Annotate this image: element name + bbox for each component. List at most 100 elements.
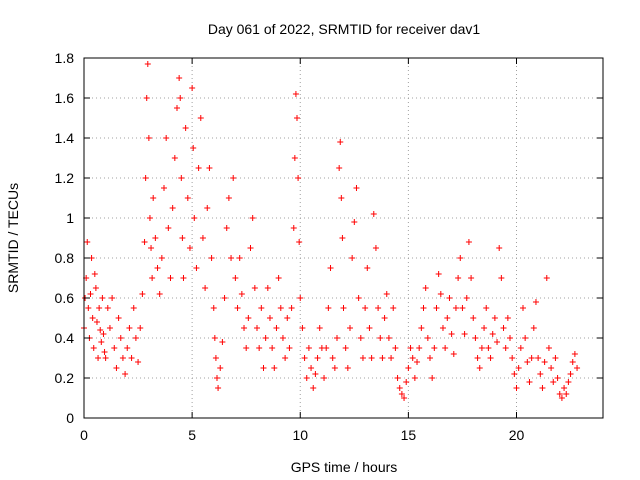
data-point (266, 315, 273, 321)
data-point (362, 305, 369, 311)
data-point (353, 185, 360, 191)
data-point (202, 285, 209, 291)
data-point (339, 235, 346, 241)
data-point (444, 315, 451, 321)
data-point (377, 335, 384, 341)
data-point (535, 355, 542, 361)
data-point (210, 305, 217, 311)
data-point (448, 331, 455, 337)
data-point (407, 345, 414, 351)
data-point (394, 375, 401, 381)
y-tick-label: 1.6 (55, 90, 75, 106)
data-point (117, 335, 124, 341)
y-tick-label: 0.6 (55, 290, 75, 306)
data-point (571, 351, 578, 357)
data-point (93, 319, 100, 325)
data-point (102, 355, 109, 361)
data-point (502, 345, 509, 351)
data-point (528, 355, 535, 361)
data-point (344, 365, 351, 371)
data-point (212, 355, 219, 361)
data-point (403, 379, 410, 385)
data-point (211, 335, 218, 341)
data-point (186, 245, 193, 251)
y-tick-label: 0.2 (55, 370, 75, 386)
data-point (370, 211, 377, 217)
data-point (314, 355, 321, 361)
data-point (401, 395, 408, 401)
data-point (364, 265, 371, 271)
data-point (554, 375, 561, 381)
data-point (282, 355, 289, 361)
data-point (144, 61, 151, 67)
data-point (97, 327, 104, 333)
data-point (161, 185, 168, 191)
data-point (476, 365, 483, 371)
data-point (152, 235, 159, 241)
data-point (524, 359, 531, 365)
data-point (537, 371, 544, 377)
data-point (338, 195, 345, 201)
data-point (128, 355, 135, 361)
data-point (219, 339, 226, 345)
data-point (489, 331, 496, 337)
data-point (251, 285, 258, 291)
data-point (132, 335, 139, 341)
data-point (457, 255, 464, 261)
data-point (396, 385, 403, 391)
data-point (178, 175, 185, 181)
data-point (115, 315, 122, 321)
data-point (513, 385, 520, 391)
data-point (450, 351, 457, 357)
data-point (180, 275, 187, 281)
data-point (284, 315, 291, 321)
data-point (142, 175, 149, 181)
data-point (271, 365, 278, 371)
data-point (500, 325, 507, 331)
data-point (310, 385, 317, 391)
data-point (256, 345, 263, 351)
data-point (541, 359, 548, 365)
data-point (232, 275, 239, 281)
data-point (349, 255, 356, 261)
x-tick-label: 15 (401, 427, 417, 443)
x-axis-label: GPS time / hours (291, 459, 398, 475)
data-point (545, 345, 552, 351)
data-point (238, 291, 245, 297)
data-point (299, 325, 306, 331)
data-point (398, 391, 405, 397)
data-point (223, 225, 230, 231)
data-point (245, 315, 252, 321)
data-point (487, 355, 494, 361)
data-point (446, 295, 453, 301)
data-point (390, 305, 397, 311)
data-point (511, 371, 518, 377)
data-point (122, 371, 129, 377)
data-point (375, 305, 382, 311)
data-point (113, 365, 120, 371)
data-point (111, 345, 118, 351)
data-point (355, 295, 362, 301)
data-point (509, 355, 516, 361)
data-point (98, 339, 105, 345)
data-point (496, 245, 503, 251)
data-point (277, 305, 284, 311)
data-point (468, 275, 475, 281)
x-tick-label: 10 (292, 427, 308, 443)
data-point (305, 345, 312, 351)
data-point (145, 135, 152, 141)
data-point (290, 225, 297, 231)
y-tick-label: 1.8 (55, 50, 75, 66)
data-point (264, 285, 271, 291)
data-point (260, 365, 267, 371)
data-point (504, 315, 511, 321)
data-point (481, 325, 488, 331)
data-point (190, 145, 197, 151)
data-point (92, 285, 99, 291)
data-point (494, 339, 501, 345)
x-tick-label: 5 (188, 427, 196, 443)
data-point (156, 291, 163, 297)
data-point (437, 291, 444, 297)
data-point (195, 165, 202, 171)
x-tick-label: 20 (509, 427, 525, 443)
